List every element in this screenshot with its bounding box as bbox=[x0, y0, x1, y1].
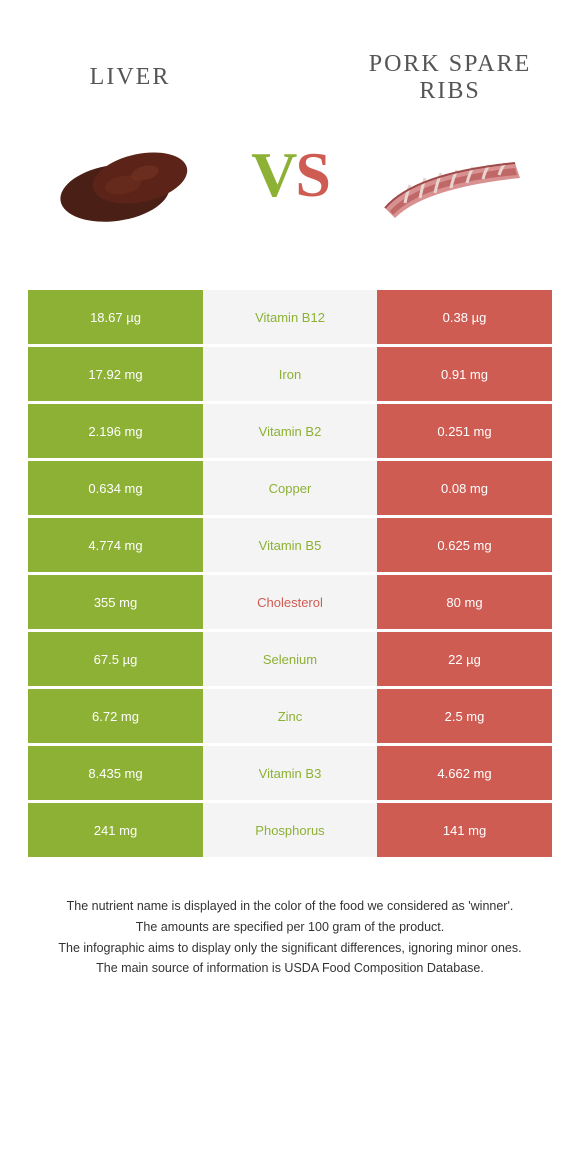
food-right-image bbox=[365, 123, 535, 243]
nutrient-table: 18.67 µgVitamin B120.38 µg17.92 mgIron0.… bbox=[28, 290, 552, 857]
table-row: 355 mgCholesterol80 mg bbox=[28, 575, 552, 629]
cell-left-value: 2.196 mg bbox=[28, 404, 203, 458]
footnote-line: The main source of information is USDA F… bbox=[30, 959, 550, 978]
food-right: PORK SPARE RIBS bbox=[350, 48, 550, 243]
food-left-image bbox=[45, 123, 215, 243]
vs-label: VS bbox=[251, 138, 329, 212]
table-row: 18.67 µgVitamin B120.38 µg bbox=[28, 290, 552, 344]
cell-nutrient-name: Selenium bbox=[203, 632, 377, 686]
food-left: LIVER bbox=[30, 48, 230, 243]
cell-right-value: 80 mg bbox=[377, 575, 552, 629]
footnotes: The nutrient name is displayed in the co… bbox=[30, 897, 550, 978]
cell-right-value: 4.662 mg bbox=[377, 746, 552, 800]
cell-nutrient-name: Vitamin B5 bbox=[203, 518, 377, 572]
table-row: 8.435 mgVitamin B34.662 mg bbox=[28, 746, 552, 800]
cell-right-value: 22 µg bbox=[377, 632, 552, 686]
cell-left-value: 67.5 µg bbox=[28, 632, 203, 686]
cell-nutrient-name: Vitamin B12 bbox=[203, 290, 377, 344]
cell-right-value: 0.91 mg bbox=[377, 347, 552, 401]
cell-right-value: 0.625 mg bbox=[377, 518, 552, 572]
table-row: 0.634 mgCopper0.08 mg bbox=[28, 461, 552, 515]
cell-nutrient-name: Vitamin B3 bbox=[203, 746, 377, 800]
vs-s: S bbox=[295, 139, 329, 210]
table-row: 4.774 mgVitamin B50.625 mg bbox=[28, 518, 552, 572]
cell-left-value: 17.92 mg bbox=[28, 347, 203, 401]
cell-left-value: 18.67 µg bbox=[28, 290, 203, 344]
vs-v: V bbox=[251, 139, 295, 210]
table-row: 241 mgPhosphorus141 mg bbox=[28, 803, 552, 857]
food-right-title: PORK SPARE RIBS bbox=[350, 48, 550, 108]
cell-right-value: 2.5 mg bbox=[377, 689, 552, 743]
footnote-line: The nutrient name is displayed in the co… bbox=[30, 897, 550, 916]
table-row: 2.196 mgVitamin B20.251 mg bbox=[28, 404, 552, 458]
cell-right-value: 0.38 µg bbox=[377, 290, 552, 344]
footnote-line: The amounts are specified per 100 gram o… bbox=[30, 918, 550, 937]
footnote-line: The infographic aims to display only the… bbox=[30, 939, 550, 958]
cell-nutrient-name: Vitamin B2 bbox=[203, 404, 377, 458]
header: LIVER VS PORK SPARE RIBS bbox=[0, 0, 580, 270]
cell-nutrient-name: Copper bbox=[203, 461, 377, 515]
cell-left-value: 241 mg bbox=[28, 803, 203, 857]
table-row: 67.5 µgSelenium22 µg bbox=[28, 632, 552, 686]
cell-left-value: 8.435 mg bbox=[28, 746, 203, 800]
cell-right-value: 0.08 mg bbox=[377, 461, 552, 515]
cell-left-value: 6.72 mg bbox=[28, 689, 203, 743]
cell-right-value: 0.251 mg bbox=[377, 404, 552, 458]
cell-nutrient-name: Iron bbox=[203, 347, 377, 401]
table-row: 6.72 mgZinc2.5 mg bbox=[28, 689, 552, 743]
cell-left-value: 0.634 mg bbox=[28, 461, 203, 515]
cell-nutrient-name: Zinc bbox=[203, 689, 377, 743]
table-row: 17.92 mgIron0.91 mg bbox=[28, 347, 552, 401]
food-left-title: LIVER bbox=[90, 48, 171, 108]
cell-nutrient-name: Cholesterol bbox=[203, 575, 377, 629]
cell-right-value: 141 mg bbox=[377, 803, 552, 857]
cell-left-value: 355 mg bbox=[28, 575, 203, 629]
cell-nutrient-name: Phosphorus bbox=[203, 803, 377, 857]
cell-left-value: 4.774 mg bbox=[28, 518, 203, 572]
